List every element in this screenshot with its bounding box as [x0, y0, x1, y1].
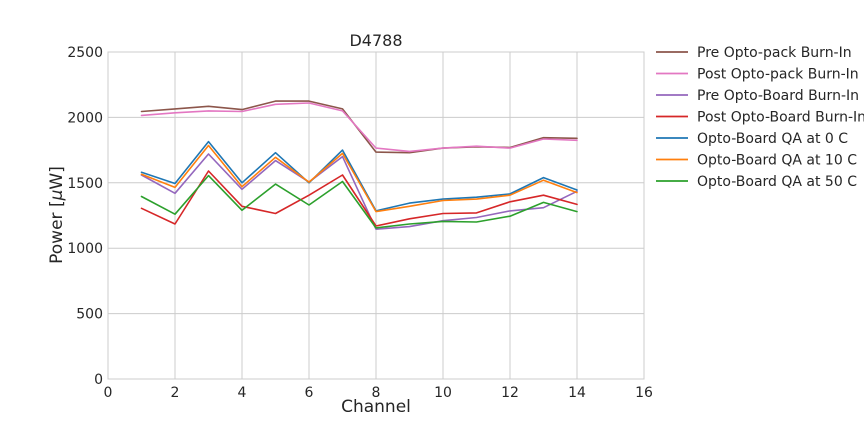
y-tick-label: 500: [76, 307, 103, 323]
axis-ticks: 0 2 4 6 8 10 12 14 16 0 500 1000 1500 2000 2500: [67, 45, 653, 401]
legend-entry-4: Post Opto-Board Burn-In: [697, 110, 864, 126]
legend-entry-6: Opto-Board QA at 10 C: [697, 153, 857, 169]
y-tick-label: 1000: [67, 241, 103, 257]
y-axis-label-prefix: Power [: [47, 200, 67, 263]
legend-entry-5: Opto-Board QA at 0 C: [697, 131, 848, 147]
x-tick-label: 8: [372, 385, 381, 401]
x-tick-label: 10: [434, 385, 452, 401]
series-line-2: [140, 102, 578, 153]
series-line-5: [140, 140, 578, 212]
y-axis-label: Power [μW]: [47, 166, 67, 264]
y-tick-label: 0: [94, 372, 103, 388]
series-lines: [140, 100, 578, 230]
x-tick-label: 14: [568, 385, 586, 401]
chart-title: D4788: [349, 31, 402, 50]
y-axis-label-suffix: W]: [47, 166, 67, 189]
series-line-4: [140, 170, 578, 227]
x-tick-label: 2: [171, 385, 180, 401]
series-line-3: [140, 153, 578, 230]
legend-entry-1: Pre Opto-pack Burn-In: [697, 45, 852, 61]
y-tick-label: 2000: [67, 110, 103, 126]
y-tick-label: 1500: [67, 176, 103, 192]
plot-frame: [107, 51, 645, 380]
x-tick-label: 6: [305, 385, 314, 401]
grid-lines: [107, 51, 645, 380]
legend-entry-3: Pre Opto-Board Burn-In: [697, 88, 859, 104]
y-tick-label: 2500: [67, 45, 103, 61]
legend-entry-2: Post Opto-pack Burn-In: [697, 67, 859, 83]
x-axis-label: Channel: [341, 397, 411, 417]
series-line-7: [140, 174, 578, 229]
legend-entry-7: Opto-Board QA at 50 C: [697, 174, 857, 190]
series-line-6: [140, 144, 578, 213]
x-tick-label: 16: [635, 385, 653, 401]
x-tick-label: 12: [501, 385, 519, 401]
y-axis-label-symbol: μ: [47, 189, 67, 201]
x-tick-label: 0: [104, 385, 113, 401]
legend: Pre Opto-pack Burn-In Post Opto-pack Burn…: [656, 45, 864, 190]
x-tick-label: 4: [238, 385, 247, 401]
